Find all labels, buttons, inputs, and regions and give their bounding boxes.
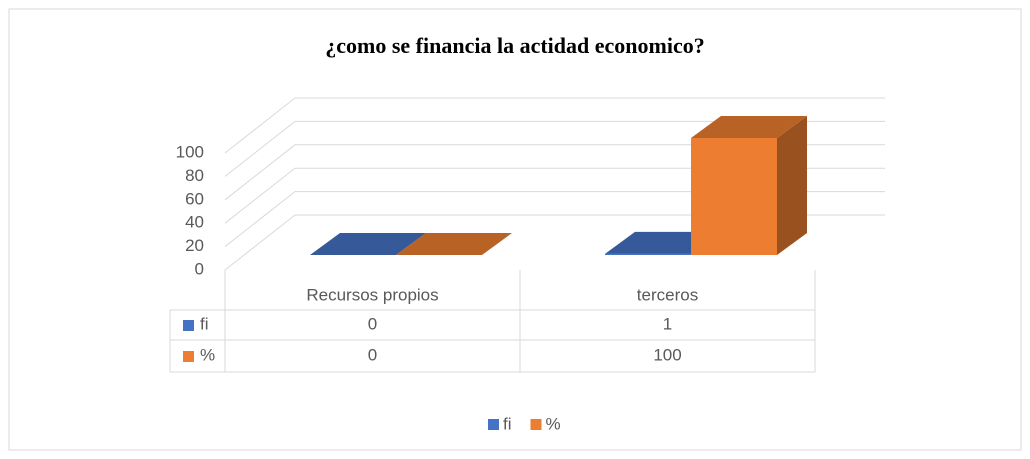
y-tick-label: 40 — [185, 213, 204, 232]
legend-label: % — [546, 414, 561, 433]
table-cell: 0 — [368, 345, 377, 364]
legend-key — [530, 419, 542, 430]
legend-label: fi — [503, 414, 512, 433]
bar-front — [691, 138, 777, 255]
y-tick-label: 60 — [185, 189, 204, 208]
y-tick-label: 20 — [185, 236, 204, 255]
chart-title: ¿como se financia la actidad economico? — [325, 33, 704, 58]
grid-line — [224, 214, 885, 271]
table-row-label: % — [200, 345, 215, 364]
bar — [396, 233, 512, 255]
grid-line — [224, 144, 885, 201]
bar-top — [691, 116, 807, 138]
grid-line — [224, 191, 885, 247]
table-cell: 100 — [653, 345, 681, 364]
bar — [310, 233, 426, 255]
chart-border — [8, 8, 1022, 451]
table-cell: 1 — [663, 314, 672, 333]
bar-top — [310, 233, 426, 255]
table-header: terceros — [637, 285, 698, 304]
y-tick-label: 100 — [176, 142, 204, 161]
table-legend-key — [183, 320, 194, 331]
bar — [691, 116, 807, 255]
y-tick-label: 0 — [195, 259, 204, 278]
grid-line — [224, 167, 885, 224]
table-header: Recursos propios — [306, 285, 438, 304]
bar-top — [396, 233, 512, 255]
grid-line — [224, 120, 885, 177]
table-cell: 0 — [368, 314, 377, 333]
grid-line — [224, 97, 885, 154]
bar-front — [605, 253, 691, 255]
table-row-label: fi — [200, 314, 209, 333]
y-tick-label: 80 — [185, 166, 204, 185]
bar-side — [777, 116, 807, 255]
legend-key — [488, 419, 499, 430]
table-legend-key — [183, 351, 194, 362]
